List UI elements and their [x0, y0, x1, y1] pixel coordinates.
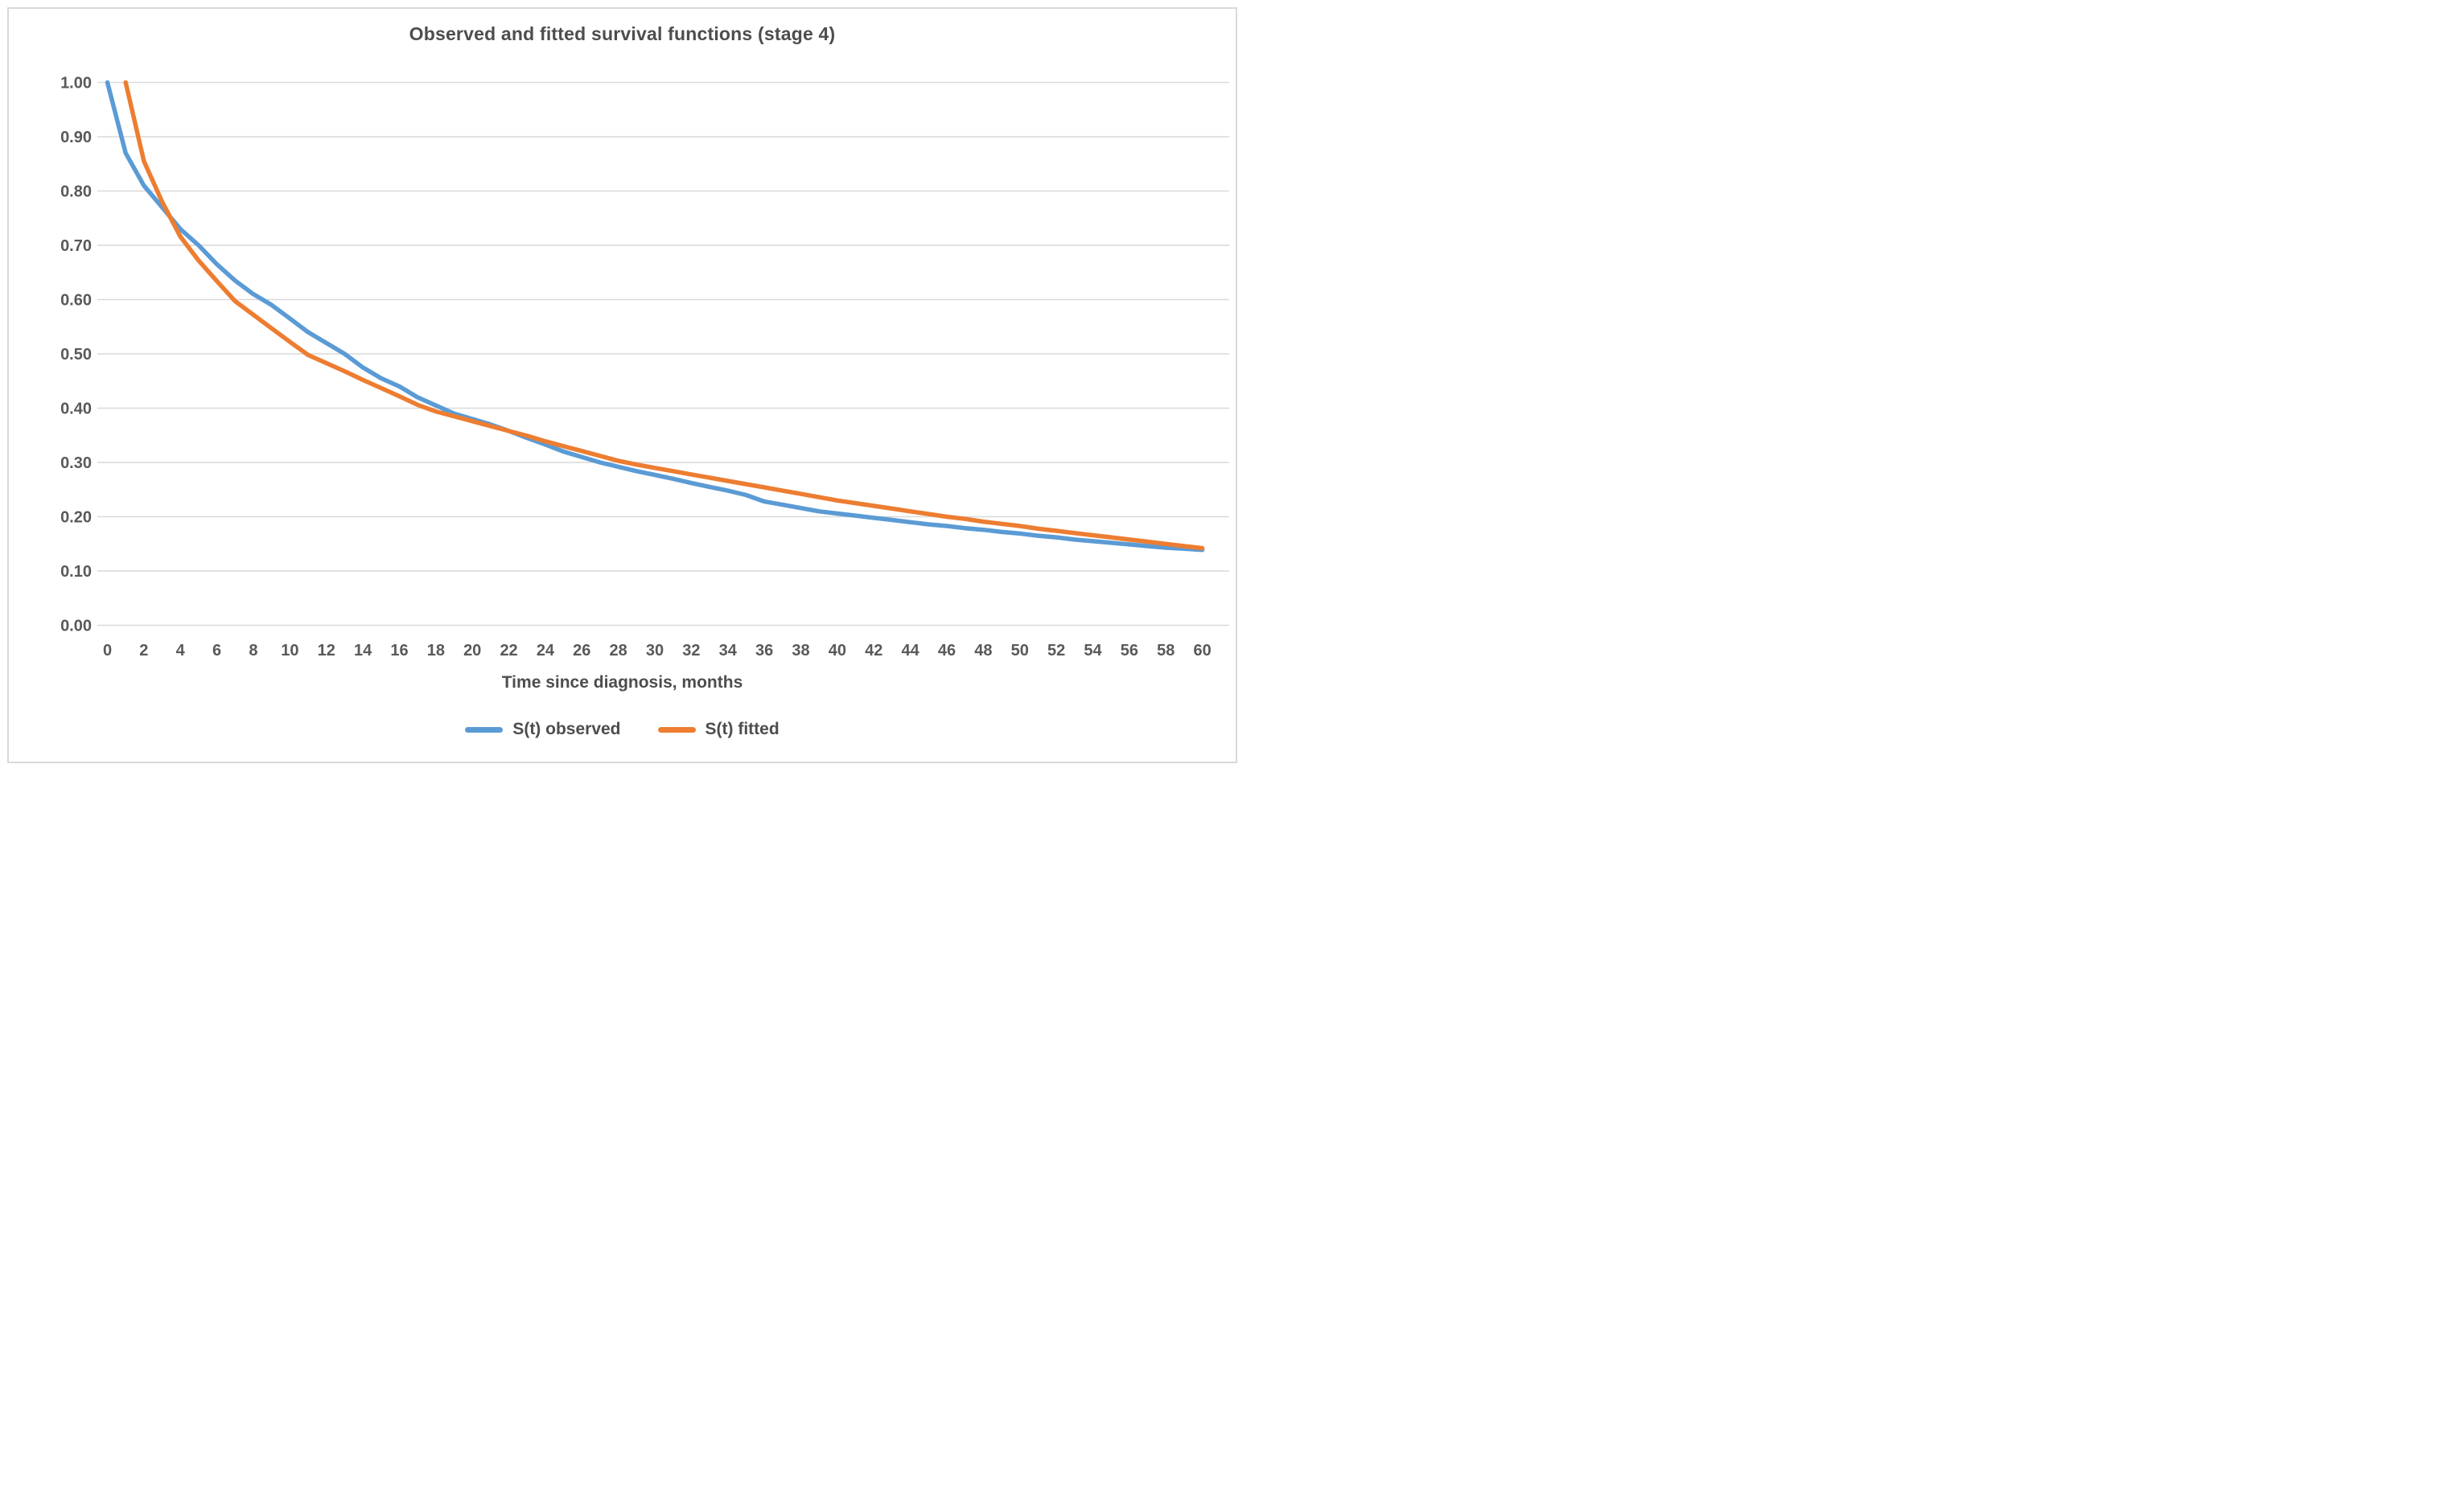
y-axis-tick-label: 0.50 — [60, 346, 92, 364]
plot-area: 1.00 0.90 0.80 0.70 0.60 0.50 0.40 0.30 0.20 0.10… — [60, 75, 1229, 659]
x-axis-tick-label: 50 — [1011, 642, 1029, 659]
legend-item-fitted: S(t) fitted — [657, 720, 780, 739]
x-axis-tick-label: 52 — [1047, 642, 1065, 659]
legend-label-observed: S(t) observed — [512, 720, 621, 738]
x-axis-tick-label: 36 — [755, 642, 773, 659]
x-axis-tick-label: 14 — [354, 642, 372, 659]
x-axis-tick-label: 16 — [390, 642, 408, 659]
x-axis-tick-label: 48 — [974, 642, 992, 659]
x-axis-tick-label: 26 — [573, 642, 590, 659]
x-axis-tick-label: 44 — [902, 642, 920, 659]
chart-frame: Observed and fitted survival functions (… — [7, 7, 1237, 763]
y-axis-tick-label: 0.10 — [60, 563, 92, 581]
x-axis-tick-label: 18 — [427, 642, 445, 659]
x-axis-tick-label: 46 — [938, 642, 956, 659]
y-axis-tick-label: 0.30 — [60, 454, 92, 472]
y-axis-tick-label: 1.00 — [60, 75, 92, 92]
x-axis-tick-label: 30 — [646, 642, 664, 659]
x-axis-tick-label: 0 — [103, 642, 112, 659]
x-axis-tick-label: 24 — [537, 642, 555, 659]
y-axis-tick-label: 0.20 — [60, 509, 92, 527]
x-axis-tick-label: 28 — [610, 642, 627, 659]
series-line-fitted — [123, 80, 1205, 551]
legend: S(t) observed S(t) fitted — [9, 720, 1236, 739]
y-axis-tick-label: 0.40 — [60, 401, 92, 418]
x-axis-tick-label: 22 — [500, 642, 517, 659]
legend-item-observed: S(t) observed — [465, 720, 621, 739]
x-axis-tick-label: 42 — [865, 642, 882, 659]
x-axis-tick-label: 56 — [1121, 642, 1138, 659]
x-axis-tick-label: 60 — [1193, 642, 1211, 659]
chart-title: Observed and fitted survival functions (… — [409, 23, 836, 44]
x-axis-tick-label: 8 — [249, 642, 257, 659]
x-axis-tick-label: 2 — [139, 642, 148, 659]
x-axis-tick-label: 12 — [318, 642, 335, 659]
x-axis-tick-label: 40 — [829, 642, 846, 659]
y-axis-tick-label: 0.90 — [60, 129, 92, 146]
x-axis-tick-label: 34 — [719, 642, 738, 659]
x-axis-tick-label: 10 — [281, 642, 298, 659]
legend-swatch-observed-icon — [465, 726, 504, 733]
y-axis-tick-label: 0.80 — [60, 183, 92, 201]
series-line-observed — [105, 80, 1205, 553]
x-axis-title: Time since diagnosis, months — [501, 673, 743, 692]
x-axis-tick-label: 32 — [682, 642, 700, 659]
x-axis-tick-label: 58 — [1157, 642, 1174, 659]
y-axis-tick-label: 0.00 — [60, 618, 92, 635]
y-axis-tick-label: 0.60 — [60, 292, 92, 310]
x-axis-tick-label: 20 — [463, 642, 481, 659]
x-axis-tick-label: 54 — [1084, 642, 1102, 659]
x-axis-tick-label: 38 — [792, 642, 809, 659]
x-axis-tick-label: 4 — [176, 642, 186, 659]
y-axis-tick-label: 0.70 — [60, 237, 92, 255]
legend-swatch-fitted-icon — [657, 726, 696, 733]
legend-label-fitted: S(t) fitted — [705, 720, 780, 738]
x-axis-tick-label: 6 — [212, 642, 221, 659]
page: Observed and fitted survival functions (… — [7, 7, 1237, 763]
